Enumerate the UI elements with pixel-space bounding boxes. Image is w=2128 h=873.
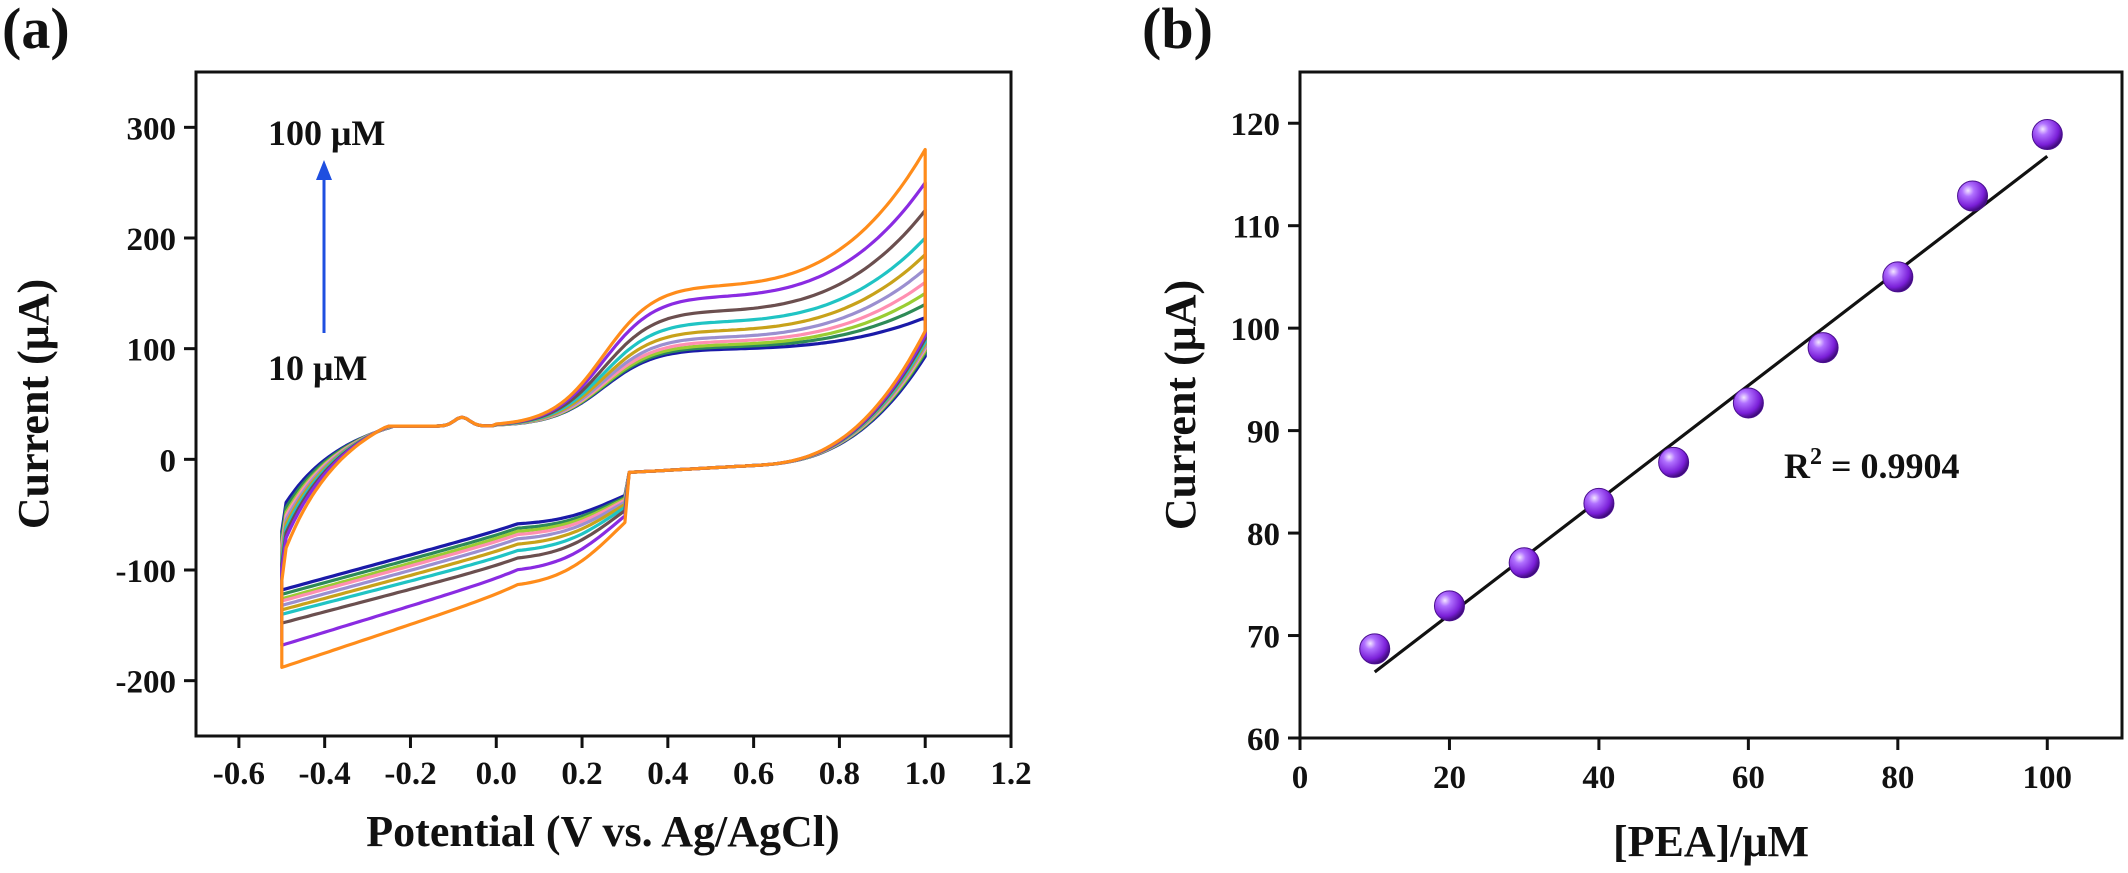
calibration-fit: [1373, 155, 2049, 674]
calibration-x-ticks: 0 20 40 60 80 100: [1292, 738, 2072, 796]
calibration-y-tick-label: 80: [1247, 517, 1280, 553]
cv-y-tick-label: 100: [127, 333, 177, 369]
data-point-30um: [1508, 547, 1540, 579]
data-point-10um: [1359, 633, 1391, 665]
cv-x-tick-label: -0.2: [384, 756, 436, 792]
calibration-points: [1359, 119, 2063, 665]
cv-x-tick-label: 0.2: [561, 756, 602, 792]
cv-curve-100um: [280, 147, 927, 669]
cv-y-tick-label: 0: [160, 443, 177, 479]
cv-y-tick-label: 200: [127, 222, 177, 258]
calibration-y-tick-label: 70: [1247, 620, 1280, 656]
r-squared-label: R2 = 0.9904: [1784, 444, 1960, 486]
cv-annotation-top: 100 μM: [268, 113, 385, 153]
cv-curves: [280, 147, 927, 669]
calibration-chart: (b) 0 20 40 60 80 100 60 70 80 90 100 110 120 [PEA]…: [1142, 0, 2124, 866]
cv-y-ticks: -200 -100 0 100 200 300: [116, 111, 196, 701]
calibration-x-tick-label: 20: [1433, 760, 1466, 796]
cv-x-tick-label: 1.2: [990, 756, 1031, 792]
calibration-y-tick-label: 90: [1247, 415, 1280, 451]
panel-a-label: (a): [2, 0, 70, 61]
data-point-80um: [1882, 261, 1914, 293]
data-point-100um: [2031, 119, 2063, 151]
data-point-70um: [1807, 332, 1839, 364]
cv-x-tick-label: 0.0: [476, 756, 517, 792]
cv-x-tick-label: 0.8: [819, 756, 860, 792]
data-point-50um: [1658, 446, 1690, 478]
calibration-y-tick-label: 60: [1247, 722, 1280, 758]
cv-y-tick-label: -200: [116, 665, 177, 701]
data-point-90um: [1957, 180, 1989, 212]
cv-x-tick-label: -0.4: [299, 756, 351, 792]
cv-x-ticks: -0.6 -0.4 -0.2 0.0 0.2 0.4 0.6 0.8 1.0 1.2: [213, 736, 1032, 792]
cv-annotation-bottom: 10 μM: [268, 348, 367, 388]
cv-y-tick-label: -100: [116, 554, 177, 590]
calibration-x-tick-label: 0: [1292, 760, 1309, 796]
calibration-x-tick-label: 60: [1732, 760, 1765, 796]
cv-x-tick-label: 0.4: [647, 756, 688, 792]
cv-x-tick-label: -0.6: [213, 756, 265, 792]
calibration-y-axis-title: Current (μA): [1156, 280, 1205, 530]
calibration-y-tick-label: 120: [1231, 107, 1281, 143]
calibration-plot-frame: [1298, 70, 2124, 740]
calibration-y-ticks: 60 70 80 90 100 110 120: [1231, 107, 1300, 758]
calibration-y-tick-label: 100: [1231, 312, 1281, 348]
calibration-y-tick-label: 110: [1232, 210, 1280, 246]
panel-b-label: (b): [1142, 0, 1213, 61]
data-point-20um: [1433, 590, 1465, 622]
cv-chart: (a) -0.6 -0.4 -0.2 0.0 0.2 0.4 0.6 0.8 1.0 1.2 -2…: [2, 0, 1032, 856]
data-point-40um: [1583, 487, 1615, 519]
cv-x-tick-label: 0.6: [733, 756, 774, 792]
concentration-arrow: [316, 160, 332, 333]
cv-x-tick-label: 1.0: [905, 756, 946, 792]
cv-curve-40um: [280, 280, 927, 603]
calibration-x-tick-label: 80: [1881, 760, 1914, 796]
calibration-x-tick-label: 100: [2023, 760, 2073, 796]
cv-y-axis-title: Current (μA): [9, 279, 58, 529]
calibration-x-tick-label: 40: [1582, 760, 1615, 796]
cv-x-axis-title: Potential (V vs. Ag/AgCl): [366, 807, 839, 856]
r-squared-symbol: R: [1784, 446, 1811, 486]
r-squared-value: = 0.9904: [1822, 446, 1960, 486]
cv-curve-50um: [280, 267, 927, 607]
cv-curve-70um: [280, 236, 927, 616]
cv-plot-frame: [194, 70, 1013, 738]
cv-y-tick-label: 300: [127, 111, 177, 147]
calibration-x-axis-title: [PEA]/μM: [1613, 817, 1809, 866]
r-squared-superscript: 2: [1810, 444, 1822, 470]
data-point-60um: [1732, 387, 1764, 419]
linear-fit-line: [1373, 155, 2049, 674]
